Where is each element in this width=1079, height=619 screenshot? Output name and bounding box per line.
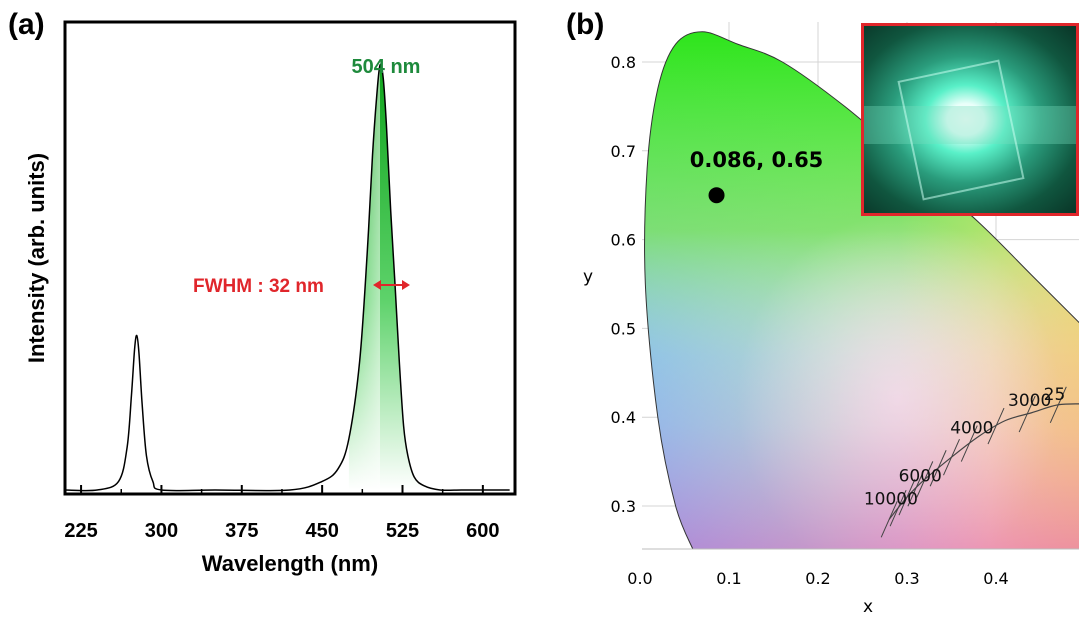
x-tick-label-a: 375 [225,520,258,542]
x-tick-label-b: 0.1 [716,569,741,588]
x-tick-label-b: 0.0 [627,569,652,588]
device-photo-inset [861,23,1079,216]
y-tick-label-b: 0.3 [611,497,636,516]
y-tick-label-b: 0.4 [611,408,636,427]
cct-label: 25 [1044,385,1066,405]
emission-spectrum-chart: 225 300 375 450 525 600 504 nm FWHM : 32 nm W… [24,20,517,576]
isotemperature-line [898,478,916,516]
isotemperature-lines [880,386,1067,538]
x-tick-label-a: 225 [64,520,97,542]
y-tick-label-b: 0.6 [611,231,636,250]
peak-fill-shade [348,22,380,494]
planckian-locus [888,403,1079,520]
isotemperature-line [929,450,947,487]
inset-device-outline [897,59,1025,201]
spectrum-curve [65,63,510,492]
isotemperature-line [907,470,925,507]
panel-label-b: (b) [566,8,605,41]
isotemperature-line [1049,386,1067,423]
x-tick-label-b: 0.4 [983,569,1008,588]
y-axis-label-a: Intensity (arb. units) [24,153,49,363]
cct-label: 10000 [864,490,918,510]
x-tick-label-a: 525 [386,520,419,542]
isotemperature-line [943,438,960,476]
chromaticity-point [708,187,725,204]
cct-label: 4000 [950,419,993,439]
x-tick-label-a: 450 [305,520,338,542]
isotemperature-line [1018,395,1036,433]
isotemperature-line [916,461,934,498]
cie-gamut-magenta [644,31,1079,549]
x-axis-label-b: x [863,597,873,617]
fwhm-arrow [373,280,410,290]
isotemperature-line [960,425,978,462]
x-tick-label-a: 600 [466,520,499,542]
y-axis-label-b: y [583,267,593,287]
isotemperature-line [987,407,1005,445]
panel-label-a: (a) [8,8,45,41]
plot-frame-a [63,20,517,496]
y-tick-label-b: 0.7 [611,142,636,161]
cct-label: 3000 [1008,391,1051,411]
cct-label: 6000 [899,467,942,487]
x-tick-label-b: 0.2 [805,569,830,588]
isotemperature-line [880,501,898,538]
inset-glow-band [864,106,1076,144]
x-tick-label-b: 0.3 [894,569,919,588]
chromaticity-point-label: 0.086, 0.65 [690,148,824,172]
fwhm-label: FWHM : 32 nm [193,276,324,297]
y-tick-label-b: 0.8 [611,53,636,72]
x-axis-label-a: Wavelength (nm) [202,551,378,576]
isotemperature-line [889,490,907,527]
y-tick-label-b: 0.5 [611,319,636,338]
x-tick-label-a: 300 [145,520,178,542]
peak-label: 504 nm [352,56,421,78]
